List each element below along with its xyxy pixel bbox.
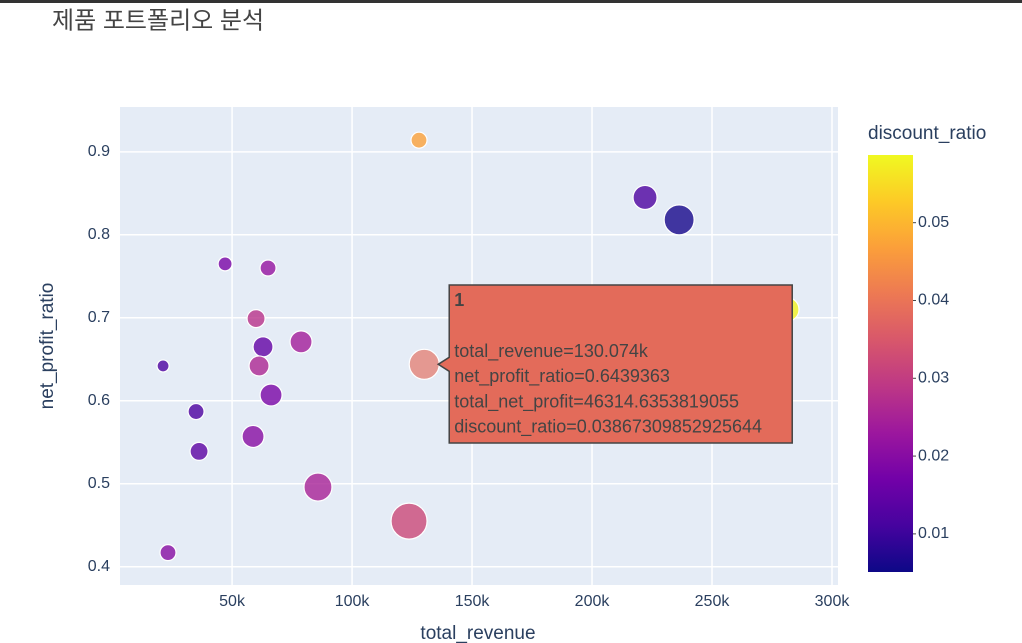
bubble bbox=[156, 359, 170, 373]
bubble bbox=[259, 383, 283, 407]
x-tick-label: 150k bbox=[455, 593, 491, 610]
x-tick-label: 50k bbox=[219, 593, 246, 610]
bubble bbox=[159, 544, 177, 562]
tooltip-title: 1 bbox=[454, 290, 464, 310]
y-tick-label: 0.7 bbox=[88, 309, 110, 326]
colorbar-tick-label: 0.05 bbox=[918, 214, 949, 231]
x-tick-label: 300k bbox=[815, 593, 851, 610]
colorbar bbox=[868, 155, 913, 572]
x-tick-label: 200k bbox=[575, 593, 611, 610]
colorbar-title: discount_ratio bbox=[868, 123, 986, 144]
chart-title: 제품 포트폴리오 분석 bbox=[52, 7, 264, 34]
top-border bbox=[0, 0, 1022, 3]
bubble bbox=[303, 472, 333, 502]
tooltip-line: total_revenue=130.074k bbox=[454, 341, 649, 362]
y-tick-label: 0.6 bbox=[88, 392, 110, 409]
y-tick-label: 0.4 bbox=[88, 558, 110, 575]
tooltip: 1 total_revenue=130.074k net_profit_ratio=… bbox=[436, 284, 793, 444]
colorbar-tick-label: 0.02 bbox=[918, 447, 949, 464]
y-tick-label: 0.8 bbox=[88, 226, 110, 243]
bubble bbox=[410, 131, 428, 149]
bubble bbox=[390, 502, 428, 540]
bubble bbox=[248, 355, 270, 377]
x-tick-label: 100k bbox=[335, 593, 371, 610]
colorbar-tick-label: 0.01 bbox=[918, 525, 949, 542]
bubble bbox=[217, 256, 233, 272]
colorbar-tick-label: 0.03 bbox=[918, 370, 949, 387]
bubble bbox=[259, 259, 277, 277]
y-tick-label: 0.5 bbox=[88, 475, 110, 492]
x-axis-title: total_revenue bbox=[420, 623, 535, 643]
colorbar-ticks: 0.01 0.02 0.03 0.04 0.05 bbox=[913, 214, 949, 542]
colorbar-tick-label: 0.04 bbox=[918, 292, 949, 309]
bubble bbox=[252, 336, 274, 358]
bubble bbox=[663, 204, 695, 236]
tooltip-line: total_net_profit=46314.6353819055 bbox=[454, 391, 739, 412]
tooltip-box bbox=[436, 284, 793, 444]
y-axis-title: net_profit_ratio bbox=[37, 283, 58, 410]
bubble bbox=[189, 441, 209, 461]
bubble bbox=[408, 348, 440, 380]
bubble bbox=[187, 402, 205, 421]
tooltip-line: discount_ratio=0.03867309852925644 bbox=[454, 417, 762, 438]
bubble bbox=[632, 184, 658, 211]
y-tick-label: 0.9 bbox=[88, 143, 110, 160]
bubble bbox=[246, 309, 266, 329]
bubble bbox=[241, 424, 265, 449]
x-tick-label: 250k bbox=[695, 593, 731, 610]
bubble bbox=[289, 330, 313, 354]
tooltip-line: net_profit_ratio=0.6439363 bbox=[454, 366, 670, 387]
